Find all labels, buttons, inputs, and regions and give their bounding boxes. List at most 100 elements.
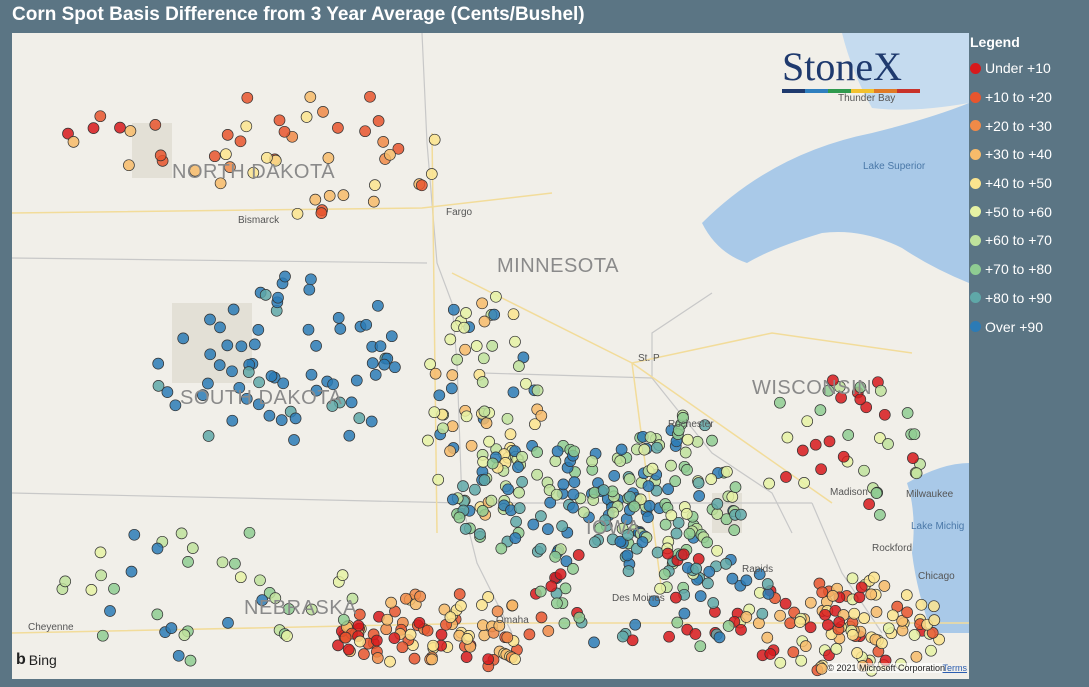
elevator-point[interactable] [486,340,499,352]
elevator-point[interactable] [476,505,489,517]
elevator-point[interactable] [279,270,291,283]
elevator-point[interactable] [568,445,580,458]
elevator-point[interactable] [728,524,741,536]
elevator-point[interactable] [152,357,165,370]
elevator-point[interactable] [835,391,847,404]
elevator-point[interactable] [248,338,261,351]
elevator-point[interactable] [486,457,499,470]
elevator-point[interactable] [310,384,323,397]
elevator-point[interactable] [476,297,488,310]
elevator-point[interactable] [520,377,532,390]
elevator-point[interactable] [495,542,508,555]
legend-item[interactable]: +40 to +50 [970,169,1088,198]
elevator-point[interactable] [726,572,739,585]
elevator-point[interactable] [493,619,506,632]
elevator-point[interactable] [447,493,459,506]
elevator-point[interactable] [588,636,600,649]
elevator-point[interactable] [478,405,491,418]
elevator-point[interactable] [626,634,639,647]
elevator-point[interactable] [729,481,742,493]
elevator-point[interactable] [425,168,438,180]
elevator-point[interactable] [509,532,522,544]
elevator-point[interactable] [94,110,107,123]
elevator-point[interactable] [221,129,234,141]
elevator-point[interactable] [513,486,525,499]
elevator-point[interactable] [501,631,514,644]
elevator-point[interactable] [459,343,471,356]
elevator-point[interactable] [172,649,185,662]
elevator-point[interactable] [798,477,810,489]
elevator-point[interactable] [804,621,817,634]
elevator-point[interactable] [567,563,579,575]
elevator-point[interactable] [707,597,720,609]
elevator-point[interactable] [691,435,704,448]
elevator-point[interactable] [542,523,554,535]
elevator-point[interactable] [435,628,448,641]
elevator-point[interactable] [385,330,398,343]
elevator-point[interactable] [385,596,397,609]
legend-item[interactable]: +50 to +60 [970,197,1088,226]
elevator-point[interactable] [233,381,246,394]
elevator-point[interactable] [305,603,318,616]
elevator-point[interactable] [483,435,495,448]
elevator-point[interactable] [421,624,434,637]
elevator-point[interactable] [317,106,329,118]
elevator-point[interactable] [186,542,199,554]
terms-link[interactable]: Terms [942,663,968,673]
elevator-point[interactable] [799,640,812,652]
elevator-point[interactable] [833,616,846,628]
elevator-point[interactable] [740,574,753,587]
elevator-point[interactable] [703,565,716,578]
elevator-point[interactable] [636,536,649,548]
elevator-point[interactable] [433,389,446,402]
elevator-point[interactable] [542,625,555,637]
elevator-point[interactable] [235,340,248,353]
elevator-point[interactable] [523,628,536,641]
elevator-point[interactable] [265,370,278,382]
elevator-point[interactable] [642,480,655,492]
elevator-point[interactable] [858,464,870,477]
elevator-point[interactable] [794,616,806,628]
elevator-point[interactable] [874,509,886,521]
elevator-point[interactable] [572,549,585,561]
elevator-point[interactable] [182,556,194,568]
elevator-point[interactable] [589,536,601,549]
elevator-point[interactable] [332,312,345,324]
elevator-point[interactable] [353,412,366,424]
elevator-point[interactable] [226,365,238,378]
elevator-point[interactable] [692,477,705,489]
elevator-point[interactable] [795,654,808,667]
elevator-point[interactable] [638,443,651,456]
elevator-point[interactable] [300,111,313,123]
elevator-point[interactable] [858,612,870,624]
elevator-point[interactable] [549,455,562,467]
elevator-point[interactable] [202,377,214,390]
elevator-point[interactable] [428,133,441,146]
elevator-point[interactable] [125,565,138,578]
elevator-point[interactable] [460,307,472,319]
elevator-point[interactable] [681,433,694,446]
elevator-point[interactable] [444,333,457,346]
elevator-point[interactable] [851,647,863,659]
elevator-point[interactable] [544,496,557,509]
elevator-point[interactable] [358,648,370,660]
elevator-point[interactable] [470,340,483,352]
elevator-point[interactable] [568,476,581,488]
elevator-point[interactable] [87,122,100,134]
elevator-point[interactable] [531,446,543,458]
elevator-point[interactable] [690,562,703,575]
elevator-point[interactable] [865,588,878,601]
elevator-point[interactable] [154,149,167,162]
elevator-point[interactable] [848,607,861,620]
elevator-point[interactable] [713,631,726,644]
elevator-point[interactable] [216,556,229,569]
elevator-point[interactable] [711,544,723,557]
elevator-point[interactable] [643,500,656,512]
elevator-point[interactable] [114,121,126,134]
elevator-point[interactable] [269,592,282,604]
elevator-point[interactable] [928,614,941,626]
elevator-point[interactable] [735,508,747,521]
legend-item[interactable]: +80 to +90 [970,284,1088,313]
elevator-point[interactable] [220,148,232,161]
elevator-point[interactable] [554,568,567,581]
